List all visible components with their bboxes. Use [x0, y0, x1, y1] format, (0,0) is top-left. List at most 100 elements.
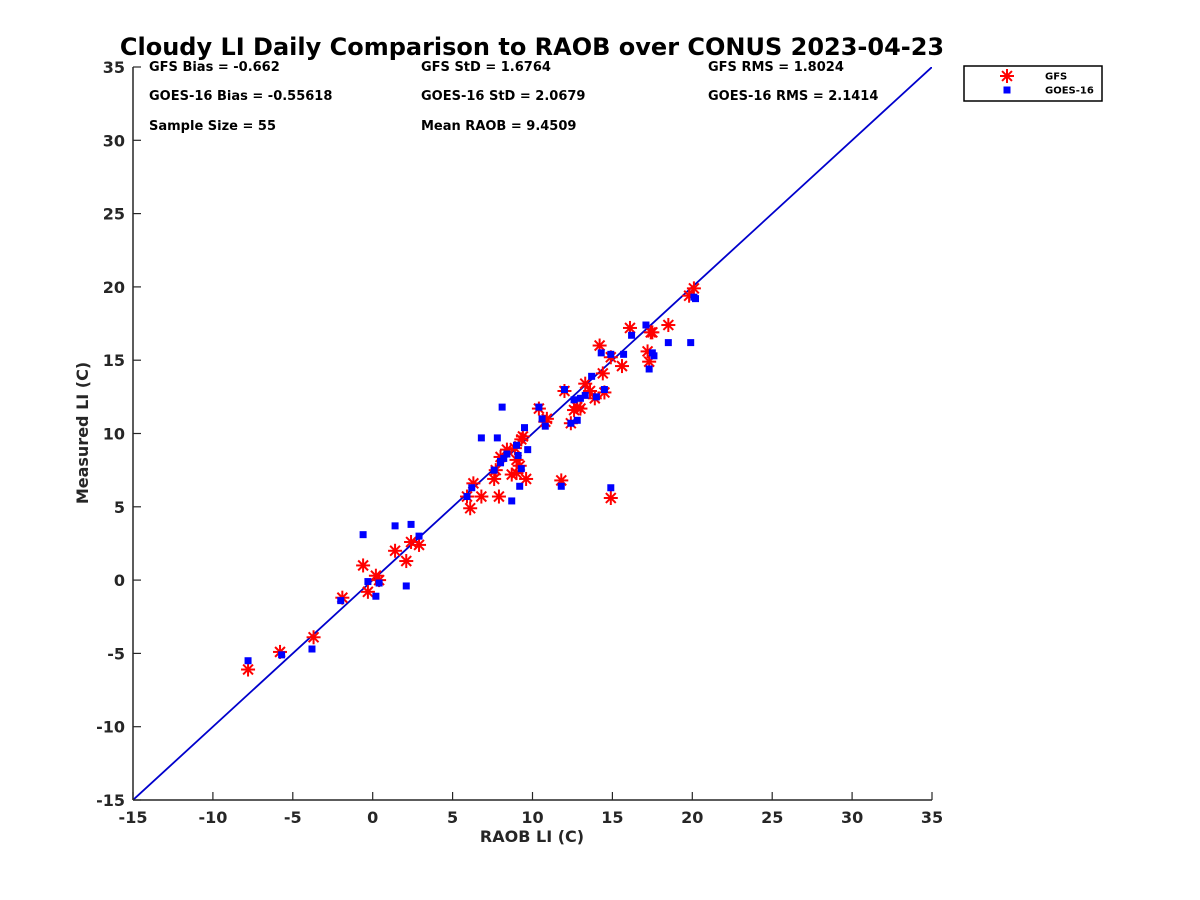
y-tick-label: -15 [96, 791, 125, 810]
series-goes-16 [244, 293, 699, 665]
data-point [463, 493, 471, 501]
data-point [477, 434, 485, 442]
y-tick-label: 0 [114, 571, 125, 590]
data-point [607, 484, 615, 492]
data-point [538, 415, 546, 423]
data-point [592, 338, 607, 353]
data-point [375, 579, 383, 587]
data-point [664, 339, 672, 347]
data-point [493, 434, 501, 442]
data-point [595, 366, 610, 381]
data-point [573, 416, 581, 424]
x-tick-label: 30 [841, 808, 863, 827]
data-point [463, 501, 478, 516]
data-point [578, 376, 593, 391]
legend-label: GFS [1045, 72, 1067, 83]
stats-annotations: GFS Bias = -0.662 GFS StD = 1.6764 GFS RMS… [149, 60, 878, 134]
axes: -15 -10 -5 0 5 10 15 20 25 30 35 -15 -10 -5 0 5 10 15 20 25… [96, 58, 943, 827]
x-tick-label: -10 [198, 808, 227, 827]
data-point [359, 531, 367, 539]
data-point [517, 465, 525, 473]
stat-label: GOES-16 RMS = 2.1414 [708, 89, 878, 104]
data-point [497, 457, 505, 465]
data-point [686, 281, 701, 296]
reference-line-layer [133, 67, 932, 800]
series-layer [241, 281, 701, 677]
data-point [643, 325, 658, 340]
data-point [468, 484, 476, 492]
data-point [244, 657, 252, 665]
data-point [513, 441, 521, 449]
data-point [620, 350, 628, 358]
x-tick-label: -15 [119, 808, 148, 827]
y-tick-label: 5 [114, 498, 125, 517]
x-tick-label: 15 [601, 808, 623, 827]
stat-label: GFS StD = 1.6764 [421, 60, 551, 75]
data-point [364, 578, 372, 586]
data-point [560, 386, 568, 394]
data-point [516, 482, 524, 490]
data-point [519, 471, 534, 486]
data-point [628, 331, 636, 339]
data-point [592, 393, 600, 401]
x-tick-label: 10 [521, 808, 543, 827]
data-point [490, 466, 498, 474]
data-point [614, 359, 629, 374]
legend-marker [1003, 86, 1011, 94]
data-point [535, 403, 543, 411]
data-point [308, 645, 316, 653]
x-tick-label: 0 [367, 808, 378, 827]
y-tick-label: 30 [103, 131, 125, 150]
data-point [541, 422, 549, 430]
stat-label: Mean RAOB = 9.4509 [421, 119, 576, 134]
data-point [521, 424, 529, 432]
y-tick-label: 10 [103, 425, 125, 444]
data-point [524, 446, 532, 454]
x-tick-label: 35 [921, 808, 943, 827]
x-tick-label: 25 [761, 808, 783, 827]
chart-title: Cloudy LI Daily Comparison to RAOB over … [120, 33, 944, 61]
y-axis-label: Measured LI (C) [73, 362, 92, 504]
data-point [491, 489, 506, 504]
y-tick-label: 15 [103, 351, 125, 370]
data-point [388, 543, 403, 558]
data-point [588, 372, 596, 380]
data-point [597, 349, 605, 357]
data-point [474, 489, 489, 504]
series-gfs [241, 281, 701, 677]
stat-label: GFS RMS = 1.8024 [708, 60, 844, 75]
data-point [407, 520, 415, 528]
stat-label: GFS Bias = -0.662 [149, 60, 280, 75]
data-point [600, 386, 608, 394]
data-point [687, 339, 695, 347]
stat-label: GOES-16 StD = 2.0679 [421, 89, 585, 104]
data-point [241, 662, 256, 677]
data-point [412, 537, 427, 552]
stat-label: Sample Size = 55 [149, 119, 276, 134]
data-point [487, 471, 502, 486]
stat-label: GOES-16 Bias = -0.55618 [149, 89, 332, 104]
data-point [567, 403, 582, 418]
data-point [508, 497, 516, 505]
data-point [415, 532, 423, 540]
data-point [650, 352, 658, 360]
x-tick-label: 20 [681, 808, 703, 827]
legend-marker [1000, 69, 1014, 83]
y-tick-label: 35 [103, 58, 125, 77]
data-point [567, 419, 575, 427]
data-point [372, 592, 380, 600]
data-point [581, 391, 589, 399]
y-tick-label: 25 [103, 205, 125, 224]
data-point [306, 630, 321, 645]
legend-label: GOES-16 [1045, 86, 1094, 97]
data-point [337, 597, 345, 605]
data-point [645, 365, 653, 373]
legend: GFS GOES-16 [963, 65, 1103, 102]
data-point [607, 350, 615, 358]
data-point [498, 403, 506, 411]
data-point [278, 651, 286, 659]
data-point [576, 394, 584, 402]
x-axis-label: RAOB LI (C) [480, 827, 584, 846]
data-point [356, 558, 371, 573]
data-point [642, 321, 650, 329]
